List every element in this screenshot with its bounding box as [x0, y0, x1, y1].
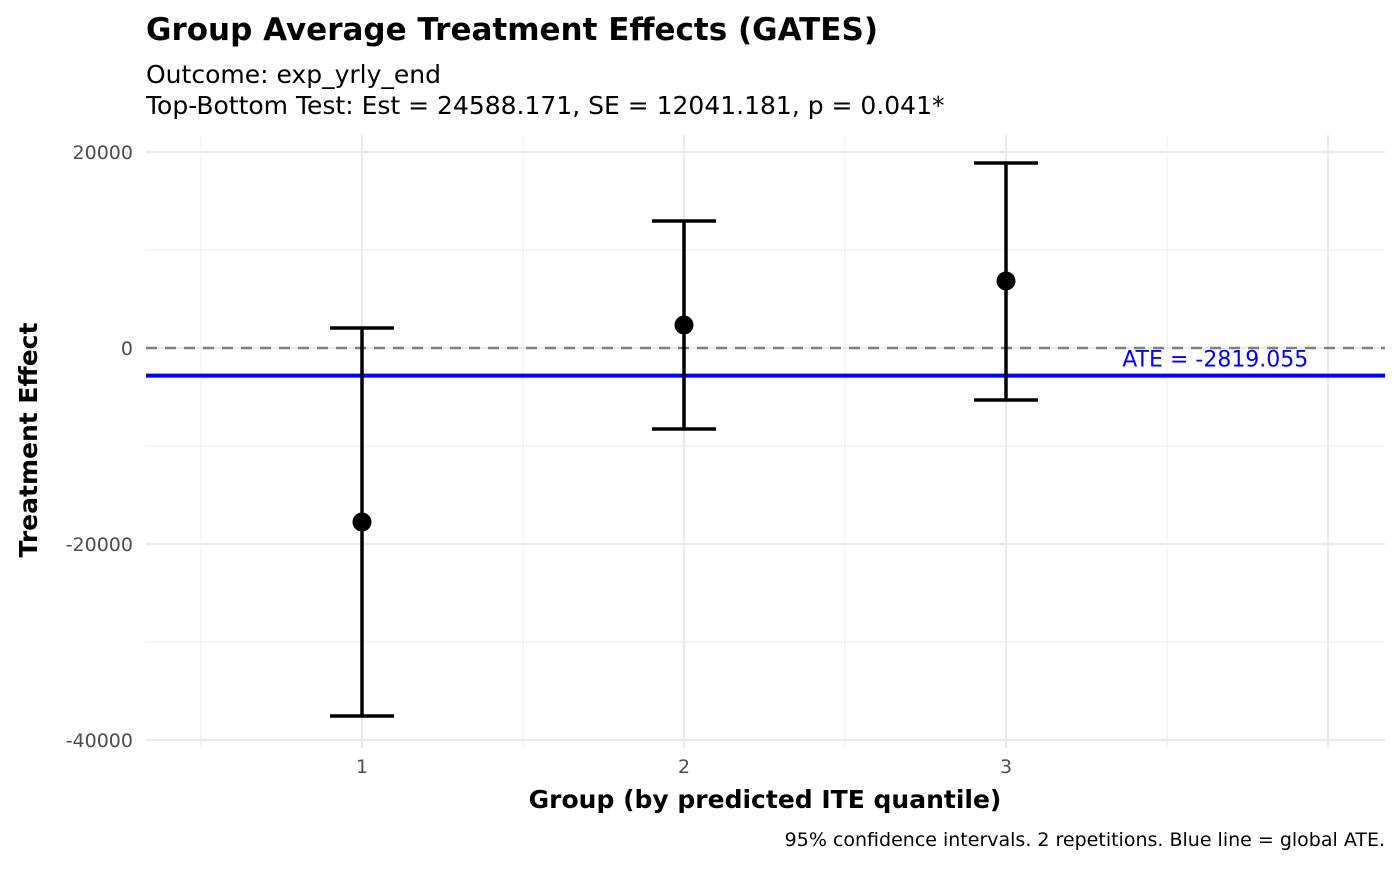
y-tick-label: -20000	[66, 534, 133, 556]
chart-title: Group Average Treatment Effects (GATES)	[146, 12, 878, 48]
x-axis-label: Group (by predicted ITE quantile)	[529, 785, 1002, 814]
marks	[146, 161, 1385, 718]
y-tick-label: -40000	[66, 730, 133, 752]
chart-subtitle-outcome: Outcome: exp_yrly_end	[146, 60, 441, 89]
y-tick-label: 0	[121, 338, 133, 360]
point-estimate	[674, 315, 694, 335]
point-estimate	[996, 271, 1016, 291]
chart-subtitle-test: Top-Bottom Test: Est = 24588.171, SE = 1…	[145, 91, 945, 120]
point-estimate	[352, 512, 372, 532]
x-tick-label: 3	[1000, 756, 1012, 778]
x-tick-label: 1	[356, 756, 368, 778]
y-axis-label: Treatment Effect	[14, 322, 43, 557]
y-tick-label: 20000	[73, 142, 133, 164]
ate-label: ATE = -2819.055	[1122, 348, 1308, 373]
grid	[146, 135, 1385, 748]
chart-caption: 95% confidence intervals. 2 repetitions.…	[785, 829, 1385, 851]
x-tick-label: 2	[678, 756, 690, 778]
